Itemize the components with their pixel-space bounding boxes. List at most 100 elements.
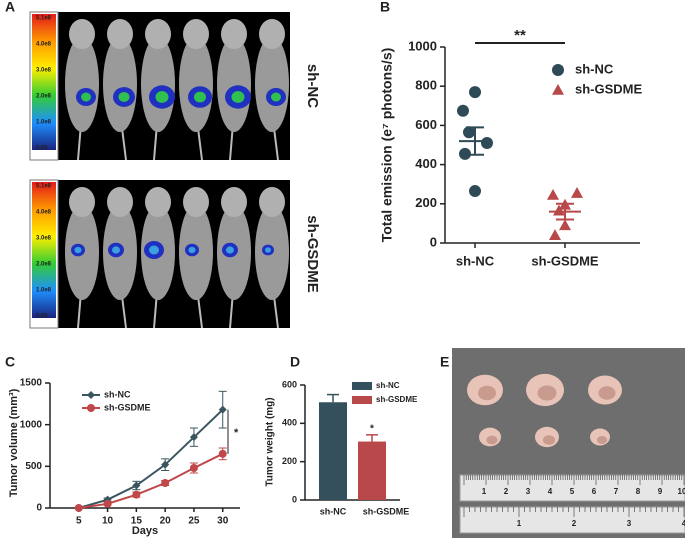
ruler-number: 3 [526,487,531,496]
colorbar-frame [29,179,59,329]
ruler-number: 6 [592,487,597,496]
tumor-shade [597,436,607,444]
mouse-head [107,187,133,217]
marker [103,499,112,508]
legend-label: sh-NC [376,381,400,390]
colorbar-label: 3.0e8 [36,68,52,74]
ruler-number: 3 [627,519,632,528]
marker [549,229,561,240]
ruler-number: 10 [678,487,685,496]
colorbar-label: 5.1e8 [36,16,52,22]
marker [547,188,559,200]
x-tick-label: sh-NC [456,253,495,268]
ruler-number: 2 [572,519,577,528]
x-tick-label: 30 [217,516,229,527]
x-tick-label: 10 [102,516,114,527]
signal-core [74,246,82,254]
group-label: sh-NC [304,64,321,108]
tumor-shade [543,435,555,445]
signal-core [188,246,196,254]
y-tick-label: 0 [292,494,297,504]
marker [552,84,564,95]
y-tick-label: 0 [36,503,42,514]
y-tick-label: 0 [430,234,437,249]
colorbar-label: 0.00 [36,314,48,320]
ruler-number: 8 [636,487,641,496]
marker [481,137,493,150]
mouse-body [141,36,175,132]
mouse-head [183,187,209,217]
colorbar-label: 2.0e8 [36,262,52,268]
ruler-number: 1 [517,519,522,528]
colorbar-label: 1.0e8 [36,288,52,294]
y-tick-label: 1000 [20,419,43,430]
y-tick-label: 200 [415,195,437,210]
marker [87,404,95,412]
signal-core [231,91,245,103]
panel-label: C [5,354,15,370]
mouse-head [69,187,95,217]
marker [161,479,170,487]
mouse-head [107,19,133,49]
y-tick-label: 500 [25,461,42,472]
marker [189,464,198,472]
y-tick-label: 800 [415,78,437,93]
marker [463,126,475,139]
colorbar [32,14,56,150]
marker [74,504,83,512]
bar [319,402,347,500]
series-line [78,408,224,509]
mouse-head [259,187,285,217]
ruler-number: 7 [614,487,619,496]
signal-core [112,246,120,254]
colorbar-label: 4.0e8 [36,210,52,216]
colorbar [32,182,56,318]
x-tick-label: 5 [76,516,82,527]
mouse-body [65,36,99,132]
signal-core [149,245,159,255]
signal-core [194,91,206,103]
marker [553,204,565,216]
marker [218,449,227,458]
y-tick-label: 1500 [20,378,43,389]
tumor-shade [537,385,557,401]
significance: * [370,423,374,434]
group-label: sh-GSDME [304,215,321,293]
x-tick-label: sh-GSDME [531,253,599,268]
colorbar-label: 0.00 [36,146,48,152]
tumor-shade [598,386,616,400]
marker [552,64,564,76]
x-tick-label: 15 [131,516,143,527]
x-tick-label: sh-NC [320,506,347,516]
y-axis-label: Tumor weight (mg) [265,397,276,486]
marker [457,104,469,117]
colorbar-label: 4.0e8 [36,42,52,48]
ruler-number: 4 [548,487,553,496]
y-axis-label: Tumor volume (mm³) [8,388,20,497]
panel-label: E [440,354,449,370]
mouse-head [69,19,95,49]
panel-label: B [380,0,390,15]
mouse-head [145,19,171,49]
x-tick-label: sh-GSDME [363,506,410,516]
y-tick-label: 200 [282,456,297,466]
signal-core [118,92,130,102]
mouse-head [183,19,209,49]
tumor-shade [478,385,496,401]
legend-label: sh-NC [575,61,614,76]
bar [358,441,386,500]
signal-core [226,246,234,254]
colorbar-frame [29,11,59,161]
series-line [78,452,224,509]
y-axis-label: Total emission (e⁷ photons/s) [379,48,395,243]
ruler-number: 1 [482,487,487,496]
marker [87,391,95,399]
colorbar-label: 5.1e8 [36,184,52,190]
legend-label: sh-GSDME [575,81,643,96]
signal-core [81,92,91,102]
legend-swatch [352,382,372,390]
ruler-number: 2 [504,487,509,496]
mouse-head [221,187,247,217]
y-tick-label: 600 [415,117,437,132]
